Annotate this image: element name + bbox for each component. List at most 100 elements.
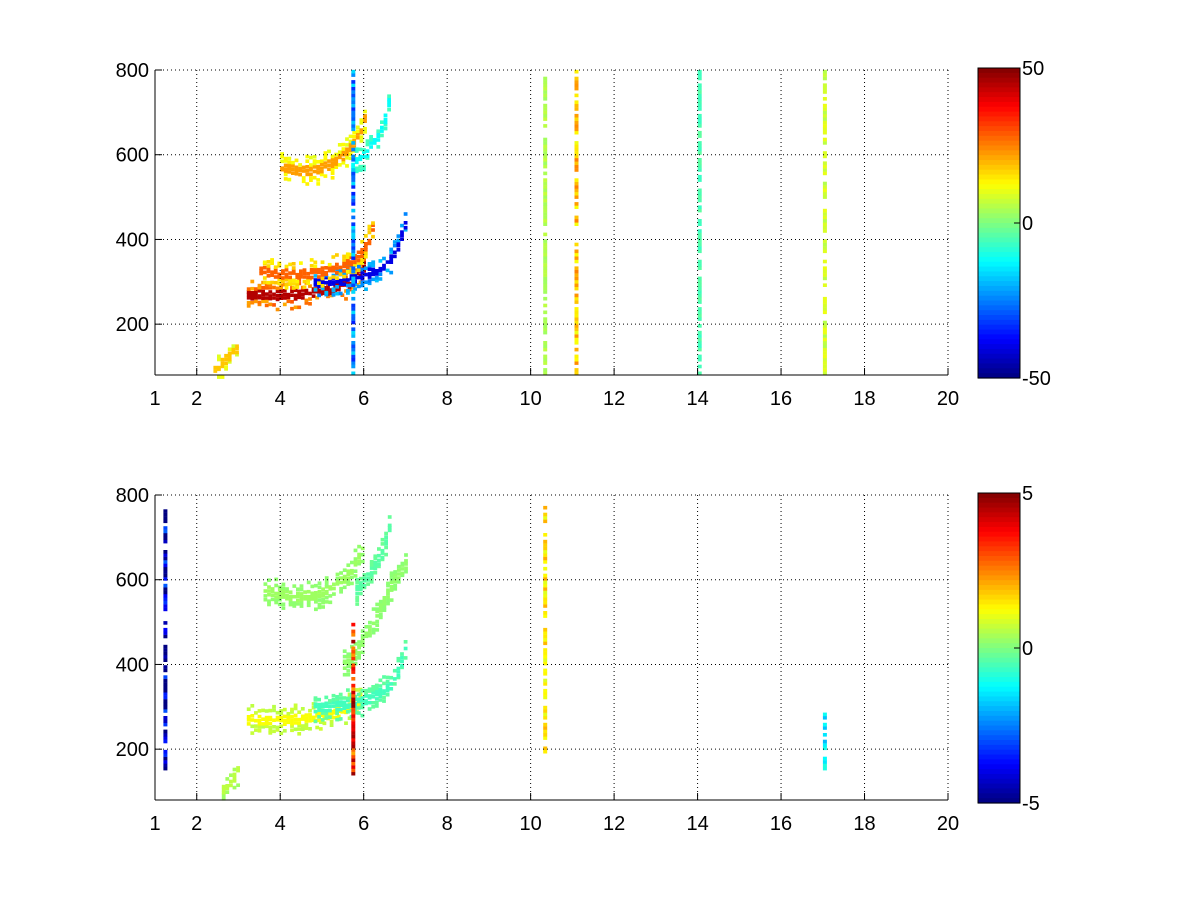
heatmap-cell bbox=[267, 578, 271, 582]
heatmap-stripe-cell bbox=[697, 259, 702, 264]
heatmap-stripe-cell bbox=[543, 672, 548, 676]
x-tick-label: 14 bbox=[686, 813, 708, 835]
heatmap-cell bbox=[385, 686, 390, 690]
heatmap-cell bbox=[268, 708, 273, 713]
heatmap-cell bbox=[314, 607, 318, 612]
heatmap-cell bbox=[345, 259, 350, 263]
heatmap-stripe-cell bbox=[351, 361, 356, 365]
heatmap-cell bbox=[403, 221, 408, 225]
heatmap-stripe-cell bbox=[163, 760, 168, 764]
colorbar-swatch bbox=[978, 609, 1020, 615]
heatmap-cell bbox=[330, 154, 335, 159]
heatmap-stripe-cell bbox=[822, 716, 827, 720]
heatmap-cell bbox=[290, 300, 294, 304]
heatmap-cell bbox=[300, 296, 305, 300]
heatmap-cell bbox=[287, 170, 292, 174]
heatmap-stripe-cell bbox=[822, 69, 827, 74]
heatmap-cell bbox=[339, 586, 343, 591]
colorbar-swatch bbox=[978, 769, 1020, 775]
heatmap-stripe-cell bbox=[543, 566, 548, 571]
heatmap-cell bbox=[331, 280, 336, 284]
heatmap-stripe-cell bbox=[351, 256, 356, 260]
heatmap-cell bbox=[342, 700, 347, 705]
heatmap-stripe-cell bbox=[822, 337, 827, 342]
heatmap-stripe-cell bbox=[543, 191, 548, 196]
heatmap-cell bbox=[396, 564, 401, 569]
heatmap-cell bbox=[345, 147, 349, 151]
heatmap-cell bbox=[281, 279, 285, 283]
heatmap-cell bbox=[342, 580, 347, 584]
heatmap-cell bbox=[330, 176, 335, 180]
heatmap-stripe-cell bbox=[574, 158, 579, 162]
heatmap-cell bbox=[283, 163, 288, 168]
heatmap-cell bbox=[329, 723, 334, 727]
heatmap-cell bbox=[349, 274, 354, 278]
heatmap-cell bbox=[270, 597, 275, 602]
heatmap-cell bbox=[331, 287, 336, 291]
heatmap-cell bbox=[299, 275, 303, 279]
heatmap-cell bbox=[309, 264, 314, 268]
heatmap-stripe-cell bbox=[543, 638, 548, 642]
heatmap-cell bbox=[291, 286, 296, 290]
heatmap-cell bbox=[324, 589, 329, 594]
heatmap-stripe-cell bbox=[543, 124, 548, 128]
heatmap-cell bbox=[354, 160, 359, 165]
heatmap-stripe-cell bbox=[163, 570, 168, 574]
heatmap-stripe-cell bbox=[822, 746, 827, 751]
heatmap-stripe-cell bbox=[543, 357, 548, 362]
colorbar-swatch bbox=[978, 324, 1020, 331]
heatmap-cell bbox=[288, 262, 292, 267]
heatmap-cell bbox=[291, 163, 295, 168]
heatmap-cell bbox=[383, 120, 388, 125]
heatmap-stripe-cell bbox=[574, 76, 579, 81]
heatmap-cell bbox=[352, 134, 357, 139]
heatmap-stripe-cell bbox=[163, 705, 168, 710]
heatmap-cell bbox=[353, 563, 358, 567]
heatmap-cell bbox=[272, 303, 276, 307]
heatmap-cell bbox=[330, 171, 335, 175]
heatmap-cell bbox=[380, 537, 385, 542]
heatmap-cell bbox=[320, 702, 325, 707]
heatmap-stripe-cell bbox=[163, 563, 168, 568]
heatmap-cell bbox=[331, 255, 336, 259]
heatmap-cell bbox=[371, 701, 376, 705]
colorbar-swatch bbox=[978, 783, 1020, 790]
heatmap-cell bbox=[360, 239, 365, 244]
heatmap-cell bbox=[246, 722, 251, 726]
colorbar-swatch bbox=[978, 536, 1020, 543]
heatmap-cell bbox=[270, 589, 275, 594]
heatmap-stripe-cell bbox=[822, 222, 827, 226]
heatmap-stripe-cell bbox=[543, 539, 548, 544]
heatmap-cell bbox=[277, 264, 282, 268]
colorbar-swatch bbox=[978, 198, 1020, 205]
heatmap-stripe-cell bbox=[697, 222, 702, 226]
heatmap-cell bbox=[290, 718, 294, 723]
heatmap-cell bbox=[342, 577, 347, 582]
colorbar-swatch bbox=[978, 643, 1020, 649]
colorbar-swatch bbox=[978, 701, 1020, 707]
heatmap-cell bbox=[309, 268, 314, 272]
heatmap-cell bbox=[291, 278, 296, 283]
heatmap-stripe-cell bbox=[351, 704, 356, 708]
heatmap-cell bbox=[352, 130, 357, 135]
heatmap-cell bbox=[382, 267, 386, 271]
heatmap-cell bbox=[339, 571, 343, 575]
heatmap-cell bbox=[359, 118, 364, 122]
heatmap-cell bbox=[320, 286, 325, 291]
heatmap-cell bbox=[364, 280, 368, 284]
colorbar-swatch bbox=[978, 657, 1020, 664]
heatmap-cell bbox=[365, 142, 370, 147]
heatmap-cell bbox=[311, 294, 316, 298]
heatmap-cell bbox=[389, 682, 394, 686]
heatmap-stripe-cell bbox=[543, 600, 548, 605]
colorbar-swatch bbox=[978, 618, 1020, 625]
heatmap-cell bbox=[342, 654, 347, 659]
heatmap-cell bbox=[403, 656, 408, 660]
heatmap-cell bbox=[400, 223, 404, 228]
heatmap-cell bbox=[268, 296, 273, 301]
heatmap-cell bbox=[339, 576, 343, 580]
heatmap-cell bbox=[217, 375, 221, 379]
heatmap-stripe-cell bbox=[822, 357, 827, 362]
heatmap-cell bbox=[355, 132, 360, 136]
heatmap-cell bbox=[225, 790, 230, 794]
